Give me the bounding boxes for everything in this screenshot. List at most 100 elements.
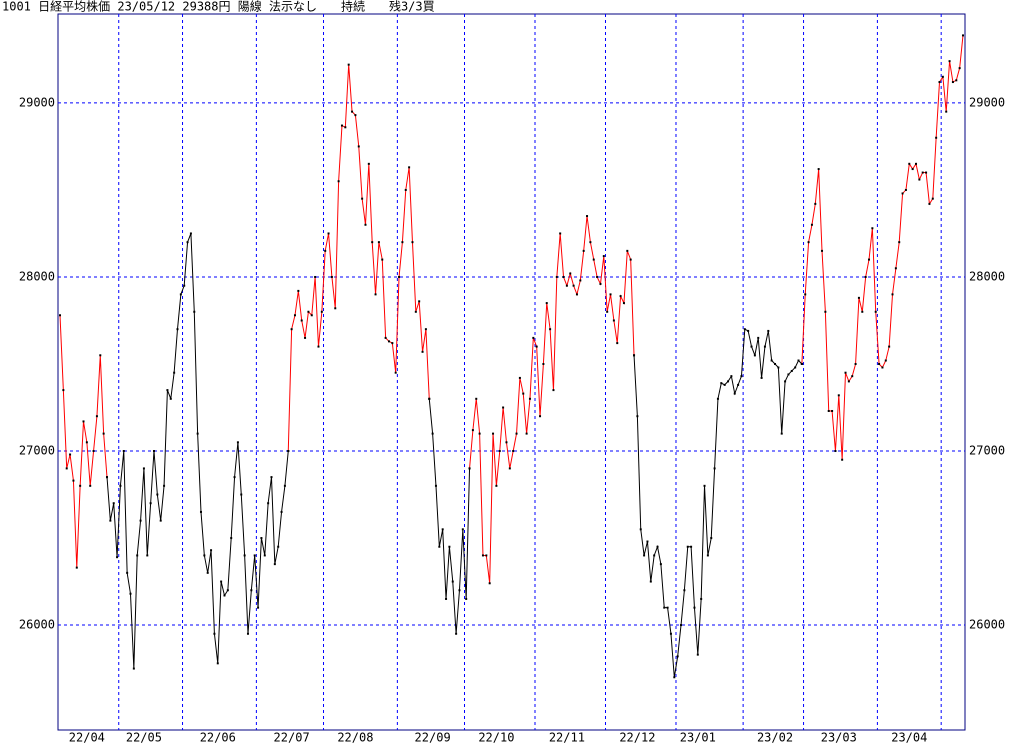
price-point [935,136,938,139]
price-point [411,241,414,244]
price-point [542,362,545,365]
price-point [79,484,82,487]
price-point [559,232,562,235]
price-point [69,453,72,456]
price-point [142,467,145,470]
price-point [243,554,246,557]
price-point [89,484,92,487]
price-point [757,336,760,339]
price-point [109,519,112,522]
price-point [525,432,528,435]
price-point [458,589,461,592]
price-point [898,241,901,244]
x-tick-label: 22/08 [337,731,373,745]
price-point [562,275,565,278]
price-point [690,545,693,548]
price-point [626,249,629,252]
price-point [498,450,501,453]
price-point [146,554,149,557]
x-tick-label: 22/12 [619,731,655,745]
price-point [246,632,249,635]
price-point [166,389,169,392]
price-point [908,162,911,165]
price-point [287,450,290,453]
price-point [455,632,458,635]
price-point [445,597,448,600]
price-point [663,606,666,609]
price-point [257,606,260,609]
price-point [213,632,216,635]
price-point [622,302,625,305]
price-point [945,110,948,113]
price-point [347,63,350,66]
x-tick-label: 22/04 [69,731,105,745]
price-point [183,284,186,287]
price-point [609,293,612,296]
price-point [888,345,891,348]
price-point [481,554,484,557]
price-point [528,397,531,400]
price-point [804,293,807,296]
price-point [857,296,860,299]
price-point [216,662,219,665]
price-point [884,359,887,362]
price-point [941,75,944,78]
price-point [451,580,454,583]
x-tick-label: 22/05 [126,731,162,745]
price-point [616,342,619,345]
price-point [357,145,360,148]
price-point [270,476,273,479]
price-point [314,275,317,278]
price-point [59,314,61,317]
price-point [837,394,840,397]
price-point [767,329,770,332]
price-point [747,329,750,332]
x-tick-label: 22/07 [274,731,310,745]
price-point [948,60,951,63]
price-point [206,571,209,574]
price-point [465,597,468,600]
price-point [700,597,703,600]
price-point [424,328,427,331]
price-point [381,258,384,261]
price-point [962,34,964,37]
price-point [176,328,179,331]
x-tick-label: 22/11 [549,731,585,745]
price-point [575,293,578,296]
price-point [911,168,914,171]
price-point [807,241,810,244]
price-point [737,383,740,386]
price-point [186,241,189,244]
price-point [871,227,874,230]
price-point [703,484,706,487]
price-point [864,275,867,278]
price-point [193,310,196,313]
price-point [492,432,495,435]
price-point [320,310,323,313]
price-point [344,126,347,129]
price-point [475,397,478,400]
price-point [260,537,263,540]
price-point [821,249,824,252]
price-point [636,415,639,418]
price-point [398,275,401,278]
price-point [394,371,397,374]
price-point [666,606,669,609]
price-point [522,392,525,395]
price-point [646,540,649,543]
price-point [555,275,558,278]
plot-frame [57,13,966,731]
price-point [367,162,370,165]
price-point [827,409,830,412]
price-point [535,345,538,348]
price-point [874,310,877,313]
price-point [95,415,98,418]
price-point [448,545,451,548]
price-point [841,458,844,461]
y2-tick-label: 29000 [969,95,1005,109]
price-point [586,215,589,218]
price-point [938,81,941,84]
price-point [404,188,407,191]
price-point [891,293,894,296]
price-point [179,293,182,296]
